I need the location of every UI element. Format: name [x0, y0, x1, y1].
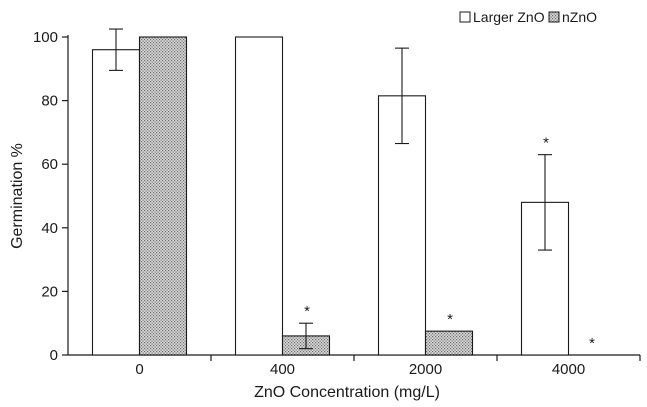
legend-label-1: nZnO	[562, 9, 597, 25]
y-tick-label-0: 0	[50, 347, 58, 364]
significance-marker-0-3: *	[543, 135, 549, 152]
legend: Larger ZnO nZnO	[459, 9, 597, 25]
legend-swatch-0	[459, 11, 471, 23]
bar-nzno-2000	[424, 330, 474, 356]
y-tick-label-100: 100	[33, 29, 58, 46]
significance-marker-1-2: *	[447, 311, 453, 328]
x-tick-label-4000: 4000	[552, 361, 585, 378]
x-tick-label-0: 0	[135, 361, 143, 378]
axes: 0 20 40 60 80 100 0 400 2000 4000	[33, 29, 641, 378]
y-tick-label-20: 20	[41, 283, 58, 300]
y-tick-label-60: 60	[41, 156, 58, 173]
bar-nzno-0	[138, 36, 188, 356]
x-tick-label-400: 400	[270, 361, 295, 378]
x-tick-label-2000: 2000	[409, 361, 442, 378]
x-axis-title: ZnO Concentration (mg/L)	[254, 384, 440, 401]
legend-label-0: Larger ZnO	[473, 9, 545, 25]
bar-larger-zno-400	[234, 36, 284, 356]
bars: * * * *	[91, 28, 595, 356]
y-tick-label-40: 40	[41, 220, 58, 237]
y-axis-title: Germination %	[9, 143, 26, 249]
bar-larger-zno-0	[91, 49, 141, 356]
legend-swatch-1	[548, 11, 560, 23]
y-tick-label-80: 80	[41, 93, 58, 110]
significance-marker-1-1: *	[304, 303, 310, 320]
significance-marker-1-3: *	[589, 335, 595, 352]
